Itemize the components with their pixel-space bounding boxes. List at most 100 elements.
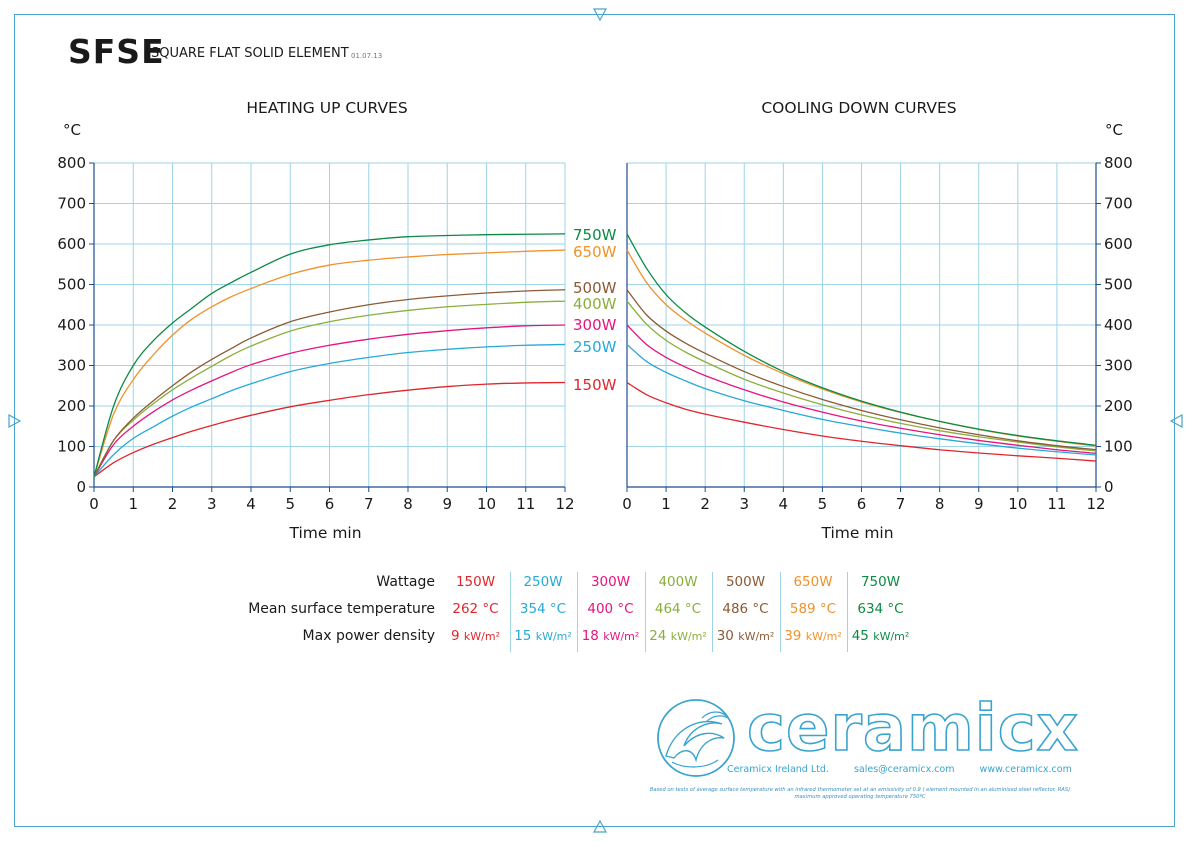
footnote-line-2: maximum approved operating temperature 7… xyxy=(794,794,926,801)
cooling-x-tick-label: 10 xyxy=(1008,495,1027,513)
cooling-series-400W xyxy=(626,300,1097,452)
heating-y-tick-label: 100 xyxy=(57,438,86,456)
density-value: 18 xyxy=(581,628,604,644)
cooling-x-tick-label: 0 xyxy=(622,495,632,513)
density-unit: kW/m² xyxy=(805,630,842,643)
summary-cell-temperature: 589 °C xyxy=(789,601,837,617)
summary-cell-density: 9 kW/m² xyxy=(442,628,509,644)
document-date: 01.07.13 xyxy=(351,52,383,60)
density-value: 15 xyxy=(514,628,536,644)
heating-series-250W xyxy=(93,343,566,478)
summary-cell-temperature: 354 °C xyxy=(519,601,567,617)
density-unit: kW/m² xyxy=(603,630,640,643)
contact-line: Ceramicx Ireland Ltd. sales@ceramicx.com… xyxy=(727,764,1094,775)
cooling-x-tick-label: 7 xyxy=(896,495,906,513)
cooling-y-unit: °C xyxy=(1105,121,1123,139)
summary-cell-density: 45 kW/m² xyxy=(847,628,914,644)
heating-x-tick-label: 5 xyxy=(285,495,295,513)
summary-cell-temperature: 486 °C xyxy=(722,601,769,617)
summary-cell-wattage: 650W xyxy=(793,574,833,590)
cooling-series-750W xyxy=(626,233,1097,446)
cooling-y-tick-label: 0 xyxy=(1104,478,1114,496)
cooling-x-tick-label: 5 xyxy=(818,495,828,513)
summary-column-separator xyxy=(712,572,713,652)
density-unit: kW/m² xyxy=(463,630,500,643)
heating-series-150W xyxy=(93,381,566,478)
summary-cell-temperature: 634 °C xyxy=(857,601,904,617)
heating-y-unit: °C xyxy=(63,121,81,139)
contact-website: www.ceramicx.com xyxy=(979,764,1072,775)
cooling-x-tick-label: 3 xyxy=(739,495,749,513)
density-value: 39 xyxy=(784,628,806,644)
heating-x-axis-label: Time min xyxy=(288,524,361,542)
series-label-500W: 500W xyxy=(573,279,617,297)
heating-series-750W xyxy=(93,233,566,478)
company-name: Ceramicx Ireland Ltd. xyxy=(727,764,829,775)
cooling-series-500W xyxy=(626,289,1097,451)
contact-email: sales@ceramicx.com xyxy=(853,764,955,775)
heating-x-tick-label: 12 xyxy=(555,495,574,513)
summary-cell-density: 30 kW/m² xyxy=(712,628,779,644)
cooling-y-tick-label: 200 xyxy=(1104,397,1133,415)
series-label-250W: 250W xyxy=(573,338,617,356)
heating-x-tick-label: 8 xyxy=(403,495,413,513)
footnote: Based on tests of average surface temper… xyxy=(560,787,1160,801)
heating-y-tick-label: 700 xyxy=(57,195,86,213)
cooling-y-tick-label: 500 xyxy=(1104,276,1133,294)
summary-column-separator xyxy=(509,572,511,652)
cooling-x-tick-label: 9 xyxy=(974,495,984,513)
summary-cell-wattage: 750W xyxy=(860,574,901,590)
product-code: SFSE xyxy=(68,32,165,71)
cooling-x-tick-label: 12 xyxy=(1086,495,1105,513)
cooling-x-tick-label: 6 xyxy=(857,495,867,513)
summary-row-label-wattage: Wattage xyxy=(376,574,435,590)
heating-x-tick-label: 9 xyxy=(442,495,452,513)
heating-x-tick-label: 6 xyxy=(325,495,335,513)
summary-column-separator xyxy=(644,572,646,652)
series-label-400W: 400W xyxy=(573,295,617,313)
density-unit: kW/m² xyxy=(535,630,572,643)
density-value: 9 xyxy=(451,628,464,644)
series-label-300W: 300W xyxy=(573,316,617,334)
cooling-y-tick-label: 400 xyxy=(1104,316,1133,334)
summary-cell-density: 39 kW/m² xyxy=(780,628,847,644)
heating-y-tick-label: 400 xyxy=(57,316,86,334)
heating-series-500W xyxy=(93,289,566,478)
bottom-marker-icon xyxy=(592,819,608,833)
summary-column-separator xyxy=(779,572,781,652)
heating-x-tick-label: 7 xyxy=(364,495,374,513)
heating-x-tick-label: 11 xyxy=(516,495,535,513)
density-value: 45 xyxy=(851,628,874,644)
cooling-y-tick-label: 100 xyxy=(1104,438,1133,456)
cooling-x-tick-label: 8 xyxy=(935,495,945,513)
cooling-y-tick-label: 300 xyxy=(1104,357,1133,375)
heating-x-tick-label: 3 xyxy=(207,495,217,513)
density-unit: kW/m² xyxy=(670,630,707,643)
heating-x-tick-label: 0 xyxy=(89,495,99,513)
density-unit: kW/m² xyxy=(738,630,775,643)
cooling-series-300W xyxy=(626,324,1097,455)
density-value: 30 xyxy=(716,628,739,644)
heating-series-400W xyxy=(93,300,566,478)
series-label-150W: 150W xyxy=(573,376,617,394)
heating-x-tick-label: 1 xyxy=(128,495,138,513)
cooling-y-tick-label: 800 xyxy=(1104,154,1133,172)
top-marker-icon xyxy=(592,8,608,22)
cooling-x-tick-label: 11 xyxy=(1047,495,1066,513)
product-name: SQUARE FLAT SOLID ELEMENT xyxy=(151,46,349,61)
summary-cell-temperature: 400 °C xyxy=(587,601,634,617)
summary-cell-wattage: 250W xyxy=(523,574,563,590)
density-unit: kW/m² xyxy=(873,630,910,643)
summary-row-label-temperature: Mean surface temperature xyxy=(248,601,435,617)
heating-chart-title: HEATING UP CURVES xyxy=(246,99,408,117)
summary-row-label-density: Max power density xyxy=(302,628,435,644)
cooling-y-tick-label: 700 xyxy=(1104,195,1133,213)
summary-cell-density: 18 kW/m² xyxy=(577,628,644,644)
heating-y-tick-label: 0 xyxy=(76,478,86,496)
summary-cell-wattage: 150W xyxy=(455,574,496,590)
summary-cell-density: 24 kW/m² xyxy=(645,628,712,644)
heating-series-300W xyxy=(93,324,566,478)
logo-wordmark: ceramicx xyxy=(746,691,1079,767)
summary-cell-temperature: 464 °C xyxy=(654,601,702,617)
